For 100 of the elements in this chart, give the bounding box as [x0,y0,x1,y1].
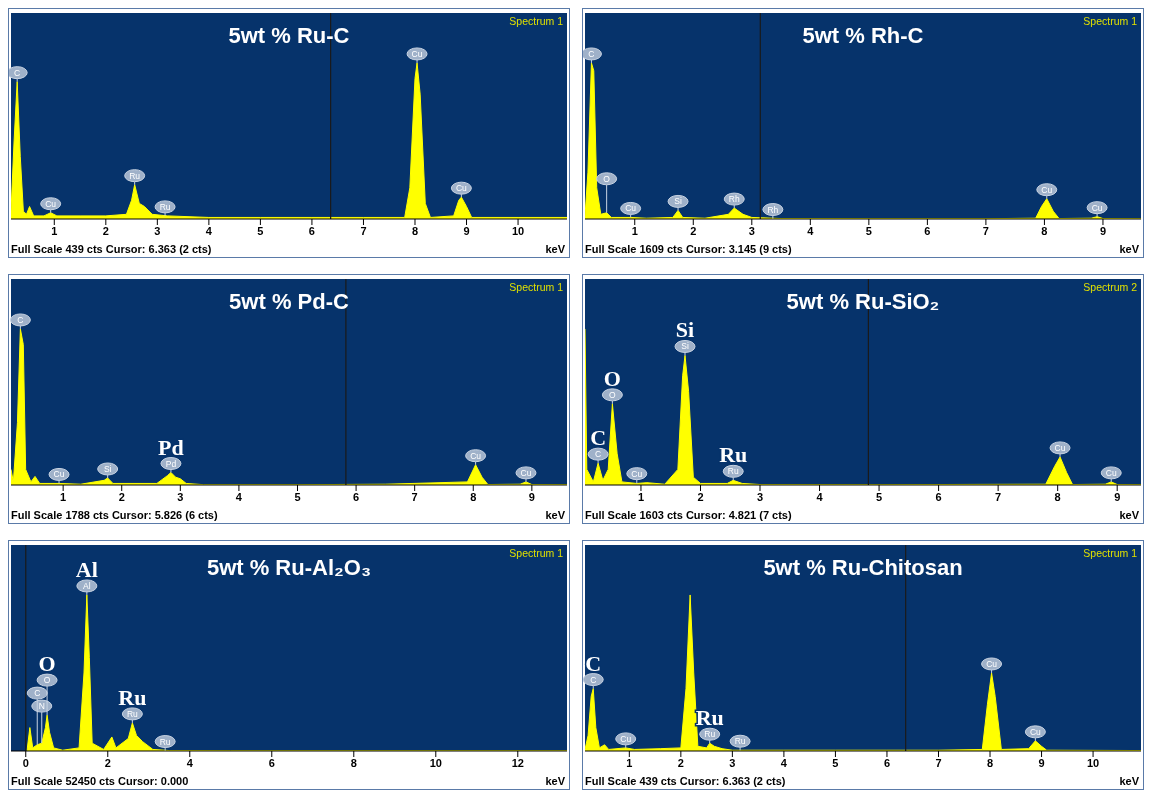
text: Full Scale 52450 cts Cursor: 0.000 [11,774,189,789]
annotation: Ru [734,736,746,747]
annotation: C [14,67,21,78]
x-axis-title: keV [1119,774,1139,789]
x-tick-label: 9 [463,224,470,237]
text: Spectrum 1 [509,281,563,293]
x-tick-label: 9 [1038,756,1045,769]
x-axis-title: keV [545,774,565,789]
x-tick-label: 3 [748,224,755,237]
x-tick-label: 1 [60,490,67,503]
annotation: O [609,389,617,400]
annotation: Cu [1105,467,1117,478]
x-tick-label: 5 [876,490,883,503]
annotation: Cu [631,468,643,479]
annotation: Cu [1029,726,1042,737]
x-tick-label: 5 [257,224,264,237]
annotation: Si [681,341,689,352]
annotation: Cu [45,198,57,209]
x-tick-label: 3 [756,490,764,503]
x-tick-label: 10 [429,756,442,769]
annotation: Cu [520,467,532,478]
annotation: Cu [470,450,482,461]
annotation: C [595,449,602,460]
annotation: Ru [719,442,748,468]
x-tick-label: 0 [22,756,29,769]
annotation: Cu [455,183,468,194]
x-tick-label: 5 [294,490,301,503]
annotation: C [590,425,607,451]
annotation: C [17,314,24,325]
text: Full Scale 439 cts Cursor: 6.363 (2 cts) [585,774,786,789]
annotation: Pd [165,458,177,469]
x-tick-label: 12 [511,756,524,769]
x-tick-label: 2 [102,224,109,237]
x-tick-label: 2 [118,490,125,503]
x-tick-label: 9 [528,490,535,503]
annotation: O [38,651,56,677]
annotation: Rh [728,194,740,205]
annotation: Ru [126,708,139,719]
annotation: Ru [727,466,739,477]
annotation: Cu [620,733,632,744]
x-tick-label: 7 [982,224,989,237]
x-tick-label: 10 [511,224,525,237]
annotation: Al [83,580,91,591]
x-tick-label: 4 [780,756,788,769]
x-tick-label: 4 [186,756,194,769]
x-tick-label: 8 [1041,224,1048,237]
x-tick-label: 5 [832,756,839,769]
chart-title: 5wt % Ru-SiO₂ [786,289,940,314]
annotation: O [603,365,621,391]
x-tick-label: 3 [177,490,184,503]
annotation: Cu [411,48,423,59]
annotation: Ru [159,736,171,747]
x-tick-label: 3 [729,756,736,769]
x-tick-label: 6 [308,224,315,237]
chart-title: 5wt % Rh-C [802,23,924,48]
text: Spectrum 2 [1083,281,1137,293]
x-tick-label: 2 [690,224,697,237]
x-tick-label: 1 [51,224,58,237]
x-axis-title: keV [1119,508,1139,523]
text: Spectrum 1 [1083,547,1137,559]
x-tick-label: 2 [677,756,684,769]
x-tick-label: 4 [807,224,815,237]
x-tick-label: 1 [626,756,633,769]
x-tick-label: 8 [470,490,477,503]
annotation: Cu [1091,202,1103,213]
chart-title: 5wt % Pd-C [229,289,349,314]
annotation: C [34,688,41,699]
x-tick-label: 6 [935,490,942,503]
text: Full Scale 439 cts Cursor: 6.363 (2 cts) [11,242,212,257]
x-tick-label: 8 [986,756,994,769]
text: Full Scale 1603 cts Cursor: 4.821 (7 cts) [585,508,792,523]
annotation: Si [675,317,695,343]
x-tick-label: 6 [883,756,891,769]
chart-title: 5wt % Ru-Al₂O₃ [206,555,372,580]
annotation: Cu [625,203,637,214]
annotation: Rh [767,204,779,215]
chart-title: 5wt % Ru-Chitosan [763,555,963,580]
annotation: Ru [129,170,141,181]
x-tick-label: 5 [865,224,872,237]
x-tick-label: 2 [104,756,111,769]
x-tick-label: 10 [1086,756,1100,769]
annotation: N [38,701,45,712]
x-tick-label: 6 [924,224,931,237]
annotation: Ru [704,729,716,740]
annotation: Si [103,463,112,474]
x-tick-label: 7 [411,490,418,503]
x-tick-label: 1 [637,490,645,503]
x-tick-label: 7 [360,224,367,237]
x-tick-label: 2 [697,490,704,503]
annotation: Cu [1041,184,1053,195]
annotation: O [603,173,611,184]
x-tick-label: 7 [995,490,1002,503]
x-tick-label: 4 [235,490,243,503]
annotation: Cu [1054,442,1066,453]
x-tick-label: 6 [353,490,360,503]
text: Full Scale 1788 cts Cursor: 5.826 (6 cts) [11,508,218,523]
annotation: Ru [118,684,147,710]
annotation: Al [75,556,98,582]
x-axis-title: keV [1119,242,1139,257]
text: Spectrum 1 [509,547,563,559]
